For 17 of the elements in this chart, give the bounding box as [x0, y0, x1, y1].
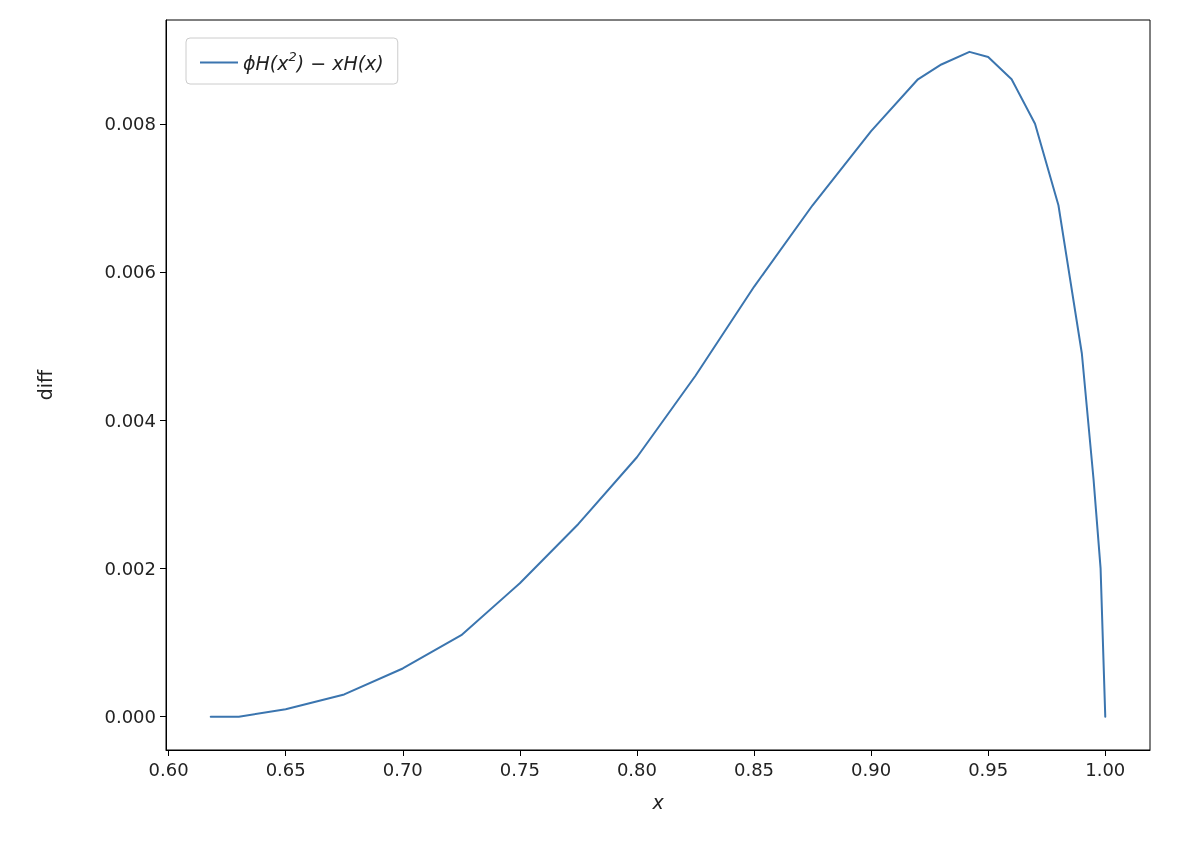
x-tick-label: 0.95 — [968, 758, 1009, 780]
y-tick-label: 0.008 — [104, 113, 156, 135]
x-tick-label: 1.00 — [1085, 758, 1126, 780]
line-series — [209, 50, 1107, 718]
y-tick-label: 0.006 — [104, 261, 156, 283]
x-tick-label: 0.60 — [148, 758, 189, 780]
x-axis-title: x — [651, 790, 665, 813]
x-tick-label: 0.75 — [499, 758, 540, 780]
x-tick-label: 0.70 — [382, 758, 423, 780]
x-tick-label: 0.85 — [733, 758, 775, 780]
y-axis-title: diff — [33, 368, 56, 401]
y-tick-label: 0.000 — [104, 706, 156, 728]
y-tick-label: 0.004 — [104, 409, 156, 431]
x-tick-label: 0.90 — [851, 758, 892, 780]
x-tick-label: 0.65 — [265, 758, 306, 780]
y-tick-label: 0.002 — [104, 557, 156, 579]
x-tick-label: 0.80 — [616, 758, 657, 780]
